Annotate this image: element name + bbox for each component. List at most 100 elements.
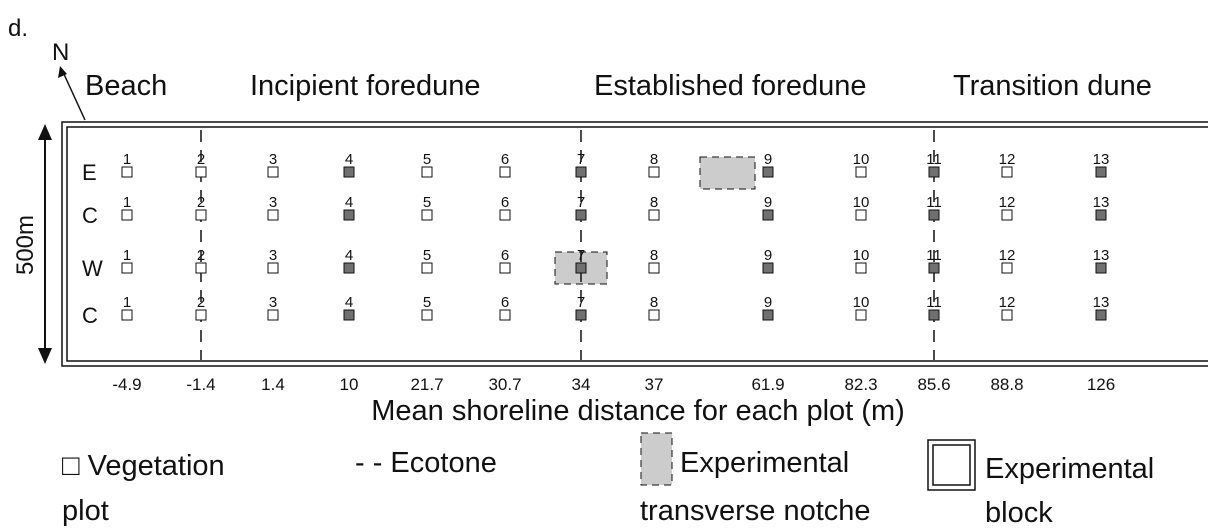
plot-number: 1 — [123, 194, 131, 211]
vegetation-plot — [762, 262, 774, 274]
block-size: 500m — [12, 215, 39, 275]
vegetation-plot — [343, 209, 355, 221]
vegetation-plot — [928, 309, 940, 321]
plot-number: 1 — [123, 247, 131, 264]
vegetation-plot — [195, 262, 207, 274]
zone-label: Transition dune — [953, 70, 1152, 102]
vegetation-plot — [855, 309, 867, 321]
vegetation-plot — [855, 166, 867, 178]
vegetation-plot — [928, 262, 940, 274]
vegetation-plot — [499, 309, 511, 321]
legend-notch — [640, 432, 673, 486]
north-line — [62, 71, 86, 121]
vegetation-plot — [1001, 166, 1013, 178]
zone-label: Established foredune — [594, 70, 866, 102]
plot-number: 12 — [999, 247, 1016, 264]
vegetation-plot — [1001, 262, 1013, 274]
vegetation-plot — [121, 166, 133, 178]
panel-label: d. — [8, 15, 28, 42]
plot-number: 13 — [1093, 194, 1110, 211]
plot-number: 9 — [764, 294, 772, 311]
vegetation-plot — [343, 166, 355, 178]
row-label: W — [82, 256, 103, 281]
zone-label: Incipient foredune — [250, 70, 481, 102]
plot-number: 9 — [764, 247, 772, 264]
plot-number: 3 — [269, 294, 277, 311]
plot-number: 7 — [577, 151, 585, 168]
plot-number: 7 — [577, 194, 585, 211]
distance-label: 85.6 — [917, 375, 950, 394]
plot-number: 4 — [345, 294, 353, 311]
distance-label: -4.9 — [112, 375, 141, 394]
distance-label: -1.4 — [186, 375, 215, 394]
block-outer — [61, 121, 1208, 367]
distance-label: 30.7 — [488, 375, 521, 394]
plot-number: 5 — [423, 194, 431, 211]
vegetation-plot — [1095, 209, 1107, 221]
row-label: C — [82, 203, 98, 228]
vegetation-plot — [575, 309, 587, 321]
vegetation-plot — [499, 262, 511, 274]
vegetation-plot — [762, 166, 774, 178]
vegetation-plot — [575, 262, 587, 274]
vegetation-plot — [421, 166, 433, 178]
plot-number: 3 — [269, 151, 277, 168]
legend-text: transverse notche — [640, 495, 871, 527]
vegetation-plot — [267, 262, 279, 274]
size-arrow — [38, 348, 52, 364]
vegetation-plot — [648, 309, 660, 321]
plot-number: 5 — [423, 247, 431, 264]
vegetation-plot — [1095, 166, 1107, 178]
legend-text: - - Ecotone — [355, 447, 497, 479]
block-inner — [66, 126, 1208, 362]
vegetation-plot — [195, 166, 207, 178]
distance-label: 88.8 — [990, 375, 1023, 394]
vegetation-plot — [928, 166, 940, 178]
vegetation-plot — [575, 209, 587, 221]
vegetation-plot — [421, 309, 433, 321]
plot-number: 6 — [501, 194, 509, 211]
vegetation-plot — [855, 209, 867, 221]
plot-number: 12 — [999, 294, 1016, 311]
legend-text: Experimental — [985, 453, 1154, 485]
plot-number: 7 — [577, 294, 585, 311]
legend-block — [927, 439, 976, 491]
distance-label: 1.4 — [261, 375, 285, 394]
vegetation-plot — [343, 309, 355, 321]
plot-number: 4 — [345, 151, 353, 168]
vegetation-plot — [267, 209, 279, 221]
distance-label: 21.7 — [410, 375, 443, 394]
row-label: E — [82, 160, 97, 185]
plot-number: 2 — [197, 247, 205, 264]
vegetation-plot — [762, 209, 774, 221]
plot-number: 8 — [650, 247, 658, 264]
plot-number: 10 — [853, 294, 870, 311]
vegetation-plot — [575, 166, 587, 178]
plot-number: 6 — [501, 151, 509, 168]
plot-number: 8 — [650, 294, 658, 311]
vegetation-plot — [421, 262, 433, 274]
distance-label: 82.3 — [844, 375, 877, 394]
vegetation-plot — [1001, 209, 1013, 221]
distance-label: 10 — [340, 375, 359, 394]
legend-text: plot — [62, 495, 109, 527]
plot-number: 5 — [423, 294, 431, 311]
plot-number: 12 — [999, 194, 1016, 211]
plot-number: 7 — [577, 247, 585, 264]
vegetation-plot — [121, 209, 133, 221]
north-arrow — [58, 66, 67, 78]
distance-label: 34 — [572, 375, 591, 394]
vegetation-plot — [1095, 309, 1107, 321]
legend-text: Experimental — [680, 447, 849, 479]
vegetation-plot — [267, 166, 279, 178]
vegetation-plot — [195, 209, 207, 221]
vegetation-plot — [855, 262, 867, 274]
notch — [699, 156, 756, 190]
vegetation-plot — [343, 262, 355, 274]
plot-number: 5 — [423, 151, 431, 168]
plot-number: 12 — [999, 151, 1016, 168]
plot-number: 8 — [650, 151, 658, 168]
plot-number: 4 — [345, 194, 353, 211]
